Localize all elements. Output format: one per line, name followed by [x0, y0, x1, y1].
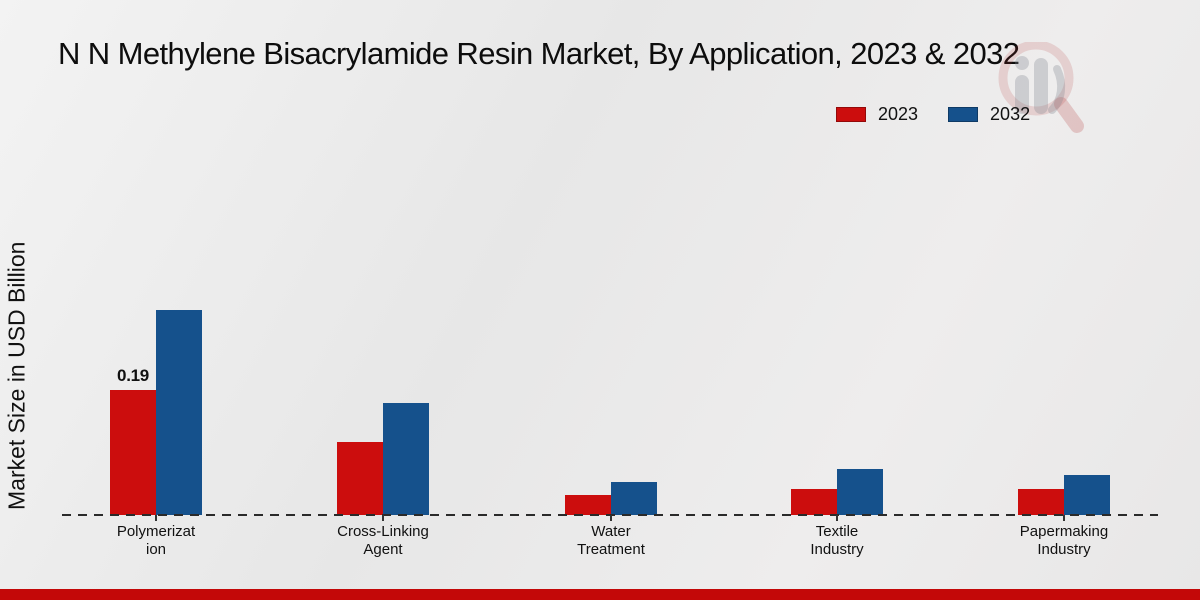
category-label: Cross-Linking Agent — [337, 523, 429, 558]
category-label: Water Treatment — [577, 523, 645, 558]
legend: 2023 2032 — [836, 104, 1030, 125]
bar-2032-textile-industry — [837, 469, 883, 515]
legend-item-2032: 2032 — [948, 104, 1030, 125]
x-axis-tick — [382, 515, 384, 521]
footer-accent-bar — [0, 589, 1200, 600]
category-label: Papermaking Industry — [1019, 523, 1109, 558]
category-label: Polymerizat ion — [116, 523, 196, 558]
x-axis-tick — [155, 515, 157, 521]
bar-2032-papermaking-industry — [1064, 475, 1110, 515]
data-label: 0.19 — [117, 366, 149, 385]
legend-label-2023: 2023 — [878, 104, 919, 124]
x-axis-tick — [1063, 515, 1065, 521]
x-axis-tick — [836, 515, 838, 521]
bar-2023-water-treatment — [565, 495, 611, 515]
bar-2023-textile-industry — [791, 489, 837, 515]
bar-2023-cross-linking-agent — [337, 442, 383, 515]
bar-2023-papermaking-industry — [1018, 489, 1064, 515]
plot-area: Polymerizat ion Cross-Linking Agent Water Tre… — [62, 310, 1158, 558]
bar-2032-water-treatment — [611, 482, 657, 515]
x-axis-tick — [610, 515, 612, 521]
category-label: Textile Industry — [810, 523, 864, 558]
bar-2032-polymerization — [156, 310, 202, 515]
legend-swatch-2023 — [836, 107, 866, 122]
chart-title: N N Methylene Bisacrylamide Resin Market… — [58, 36, 1020, 71]
legend-item-2023: 2023 — [836, 104, 918, 125]
legend-swatch-2032 — [948, 107, 979, 122]
legend-label-2032: 2032 — [990, 104, 1031, 124]
bar-2023-polymerization — [110, 390, 156, 515]
bar-2032-cross-linking-agent — [383, 403, 429, 515]
